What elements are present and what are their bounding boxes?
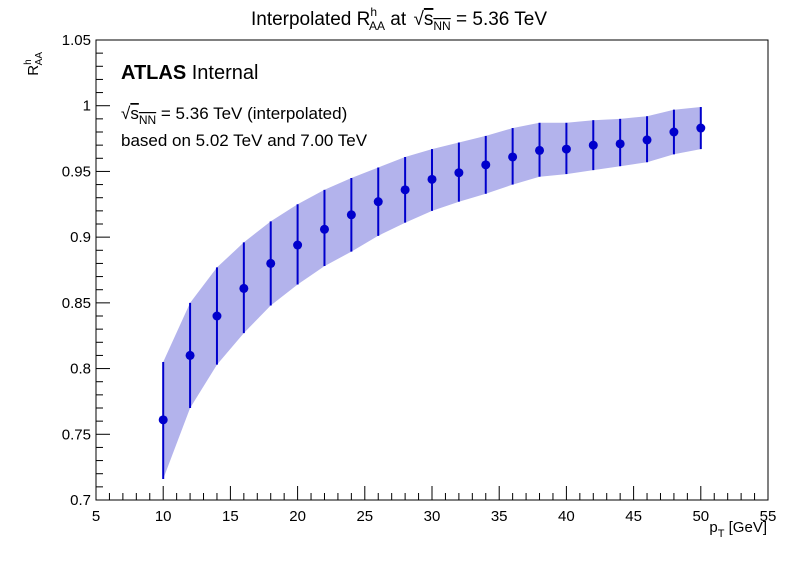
title-sub: AA — [369, 19, 385, 33]
annotation-line1: √sNN = 5.36 TeV (interpolated) — [121, 104, 347, 127]
x-tick-label: 10 — [155, 508, 172, 525]
title-sqrt-sub: NN — [433, 19, 450, 33]
data-point — [696, 123, 706, 133]
y-tick-label: 0.75 — [62, 426, 91, 443]
data-point — [158, 415, 168, 425]
annotation-line2: based on 5.02 TeV and 7.00 TeV — [121, 131, 368, 150]
data-point-layer — [158, 123, 706, 425]
x-tick-label: 35 — [491, 508, 508, 525]
x-tick-labels: 5 10 15 20 25 30 35 40 45 50 55 — [92, 508, 777, 525]
x-tick-label: 25 — [356, 508, 373, 525]
x-axis-label-main: p — [709, 519, 717, 536]
data-point — [212, 311, 222, 321]
data-point — [185, 350, 195, 360]
data-point — [293, 240, 303, 250]
x-axis-label: pT [GeV] — [709, 519, 767, 540]
y-tick-label: 0.8 — [70, 361, 91, 378]
x-tick-label: 45 — [625, 508, 642, 525]
atlas-label-rest: Internal — [186, 62, 258, 84]
data-point — [588, 140, 598, 150]
data-point — [561, 144, 571, 154]
data-point — [642, 135, 652, 145]
axis-ticks — [95, 39, 769, 501]
data-point — [481, 160, 491, 170]
title-mid: at — [385, 9, 411, 30]
data-point — [535, 145, 545, 155]
y-axis-label-sub: AA — [34, 52, 45, 66]
y-tick-label: 0.9 — [70, 229, 91, 246]
x-tick-label: 40 — [558, 508, 575, 525]
data-point — [508, 152, 518, 162]
title-sup: h — [370, 5, 377, 19]
annotation-sqrt-sub: NN — [139, 113, 156, 127]
y-tick-label: 1.05 — [62, 32, 91, 49]
annotation-sqrt-s: s — [130, 104, 139, 123]
data-point — [427, 174, 437, 184]
x-axis-label-rest: [GeV] — [724, 519, 767, 536]
atlas-label: ATLAS Internal — [121, 62, 258, 84]
x-tick-label: 15 — [222, 508, 239, 525]
x-tick-label: 50 — [692, 508, 709, 525]
y-axis-label-sup: h — [23, 59, 34, 65]
annotation-sqrt-symbol: √ — [121, 104, 131, 123]
data-point — [239, 283, 249, 293]
title-rest: = 5.36 TeV — [451, 9, 548, 30]
y-tick-label: 1 — [83, 98, 91, 115]
y-axis-label: RhAA — [23, 52, 45, 76]
y-axis-label-main: R — [25, 65, 42, 76]
x-tick-label: 5 — [92, 508, 100, 525]
atlas-label-bold: ATLAS — [121, 62, 186, 84]
data-point — [454, 168, 464, 178]
data-point — [346, 210, 356, 220]
annotation-line1-rest: = 5.36 TeV (interpolated) — [156, 104, 347, 123]
x-axis-label-sub: T — [718, 528, 725, 540]
y-tick-labels: 0.7 0.75 0.8 0.85 0.9 0.95 1 1.05 — [62, 32, 91, 509]
data-point — [669, 127, 679, 137]
data-point — [266, 258, 276, 268]
y-tick-label: 0.85 — [62, 295, 91, 312]
x-tick-label: 55 — [760, 508, 777, 525]
data-point — [615, 139, 625, 149]
chart-title: Interpolated Rh AA at √sNN = 5.36 TeV — [251, 5, 547, 33]
x-tick-label: 30 — [424, 508, 441, 525]
title-main: Interpolated R — [251, 9, 370, 30]
y-tick-label: 0.7 — [70, 492, 91, 509]
data-point — [373, 197, 383, 207]
y-tick-label: 0.95 — [62, 163, 91, 180]
data-point — [319, 224, 329, 234]
data-point — [400, 185, 410, 195]
x-tick-label: 20 — [289, 508, 306, 525]
title-sqrt-symbol: √ — [413, 9, 424, 30]
title-sqrt-s: s — [424, 9, 434, 30]
